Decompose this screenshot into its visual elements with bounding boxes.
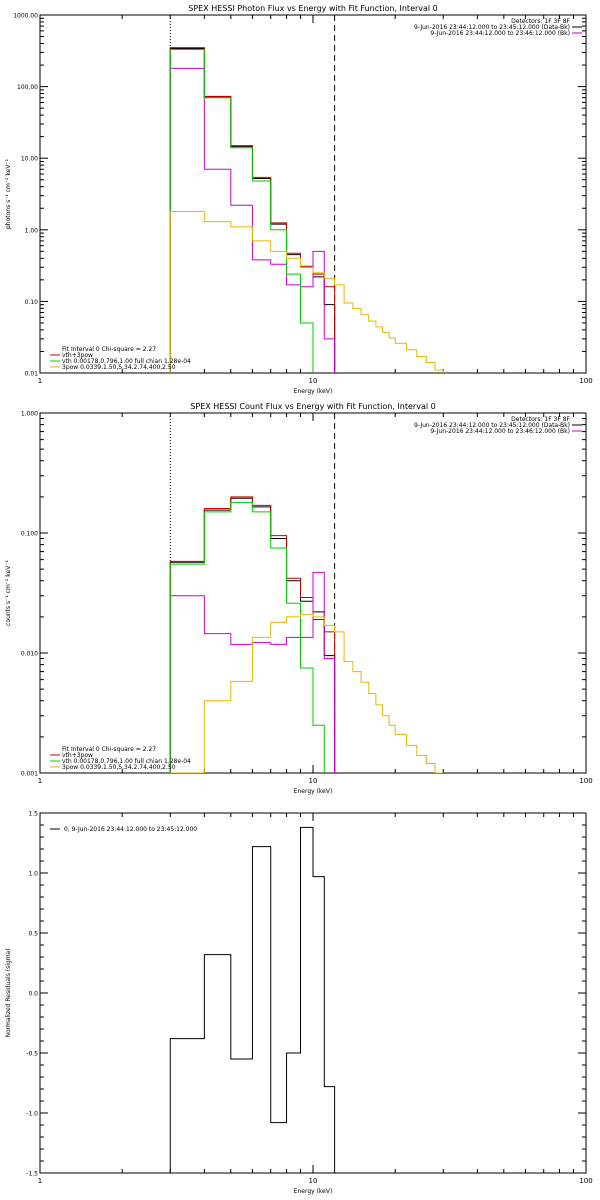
y-tick-label: 100.00 <box>17 84 38 91</box>
x-tick-label: 100 <box>579 377 592 385</box>
plot-frame <box>39 14 587 374</box>
x-axis-label: Energy (keV) <box>294 788 333 795</box>
series-vth-3pow <box>169 47 336 373</box>
y-tick-label: 1.5 <box>28 811 38 818</box>
y-axis-label: counts s⁻¹ cm⁻² keV⁻¹ <box>5 560 12 626</box>
series-3pow <box>170 613 444 773</box>
x-axis-label: Energy (keV) <box>294 388 333 395</box>
x-axis-label: Energy (keV) <box>294 1188 333 1195</box>
legend-top-right: Detectors: 1F 3F 8F9-Jun-2016 23:44:12.0… <box>414 18 582 37</box>
chart-title: SPEX HESSI Count Flux vs Energy with Fit… <box>190 402 435 411</box>
y-tick-label: 0.0 <box>28 991 38 998</box>
y-tick-label: 0.01 <box>25 371 39 378</box>
legend-entry: 9-Jun-2016 23:44:12.000 to 23:45:12.000 … <box>414 422 570 429</box>
x-axis: 1 10 100 Energy (keV) <box>38 813 593 1195</box>
y-tick-label: 0.5 <box>28 931 38 938</box>
legend-entry: vth 0.00178,0.796,1.00 full chian 1.28e-… <box>62 758 191 765</box>
legend-entry: 0, 9-Jun-2016 23:44:12.000 to 23:45:12.0… <box>64 826 197 833</box>
legend-bottom-left: Fit Interval 0 Chi-square = 2.27vth+3pow… <box>50 346 191 371</box>
legend-entry: Fit Interval 0 Chi-square = 2.27 <box>62 746 156 753</box>
legend-entry: Detectors: 1F 3F 8F <box>511 416 570 423</box>
x-tick-label: 100 <box>579 1177 592 1185</box>
legend-entry: Fit Interval 0 Chi-square = 2.27 <box>62 346 156 353</box>
series-vth <box>169 501 325 773</box>
x-axis: 1 10 100 Energy (keV) <box>38 413 593 795</box>
series-residuals <box>169 826 336 1173</box>
x-axis: 1 10 100 Energy (keV) <box>38 15 593 395</box>
y-axis-label: photons s⁻¹ cm⁻² keV⁻¹ <box>5 158 12 229</box>
legend-entry: vth+3pow <box>62 752 93 759</box>
y-tick-label: 1.0 <box>28 871 38 878</box>
legend-entry: vth+3pow <box>62 352 93 359</box>
x-tick-label: 10 <box>309 377 318 385</box>
x-tick-label: 1 <box>38 1177 42 1185</box>
legend-entry: vth 0.00178,0.796,1.00 full chian 1.28e-… <box>62 358 191 365</box>
x-tick-label: 1 <box>38 377 42 385</box>
series-group <box>169 496 444 773</box>
series-group <box>169 47 444 373</box>
legend-entry: 3pow 0.0339,1.50,5.34,2.74,400,2.50 <box>62 364 176 371</box>
chart-title: SPEX HESSI Photon Flux vs Energy with Fi… <box>188 4 438 13</box>
y-tick-label: -0.5 <box>26 1051 38 1058</box>
y-tick-label: -1.5 <box>26 1171 38 1178</box>
legend-entry: 9-Jun-2016 23:44:12.000 to 23:45:12.000 … <box>414 24 570 31</box>
series-vth-3pow <box>169 496 336 773</box>
legend-entry: Detectors: 1F 3F 8F <box>511 18 570 25</box>
y-tick-label: 1000.00 <box>13 13 38 20</box>
chart-panel-1: SPEX HESSI Count Flux vs Energy with Fit… <box>5 402 593 795</box>
legend-entry: 9-Jun-2016 23:44:12.000 to 23:46:12.000 … <box>430 30 570 37</box>
legend-entry: 9-Jun-2016 23:44:12.000 to 23:46:12.000 … <box>430 428 570 435</box>
legend-bottom-left: Fit Interval 0 Chi-square = 2.27vth+3pow… <box>50 746 191 771</box>
y-tick-label: 0.010 <box>21 651 38 658</box>
x-tick-label: 10 <box>309 777 318 785</box>
y-axis: 0.01 0.10 1.00 10.00 100.00 1000.00 photons s⁻… <box>5 13 586 378</box>
y-tick-label: 1.000 <box>21 411 38 418</box>
x-tick-label: 100 <box>579 777 592 785</box>
y-axis: -1.5 -1.0 -0.5 0.0 0.5 1.0 1.5 Normalized Resid… <box>5 811 586 1178</box>
y-axis-label: Normalized Residuals (sigma) <box>5 948 12 1037</box>
y-tick-label: 10.00 <box>21 156 38 163</box>
legend-top-right: Detectors: 1F 3F 8F9-Jun-2016 23:44:12.0… <box>414 416 582 435</box>
legend-top-left: 0, 9-Jun-2016 23:44:12.000 to 23:45:12.0… <box>50 826 197 833</box>
series-data-bk <box>169 497 336 773</box>
series-group <box>169 826 336 1173</box>
series-bk <box>169 67 336 373</box>
y-tick-label: 0.100 <box>21 531 38 538</box>
y-tick-label: 0.10 <box>25 299 39 306</box>
y-tick-label: 1.00 <box>25 227 39 234</box>
y-axis: 0.001 0.010 0.100 1.000 counts s⁻¹ cm⁻² keV⁻… <box>5 411 586 778</box>
x-tick-label: 1 <box>38 777 42 785</box>
series-3pow <box>169 211 444 373</box>
series-vth <box>169 48 314 373</box>
y-tick-label: 0.001 <box>21 771 38 778</box>
y-tick-label: -1.0 <box>26 1111 38 1118</box>
chart-panel-0: SPEX HESSI Photon Flux vs Energy with Fi… <box>5 4 593 395</box>
legend-entry: 3pow 0.0339,1.50,5.34,2.74,400,2.50 <box>62 764 176 771</box>
x-tick-label: 10 <box>309 1177 318 1185</box>
series-bk <box>169 571 336 773</box>
